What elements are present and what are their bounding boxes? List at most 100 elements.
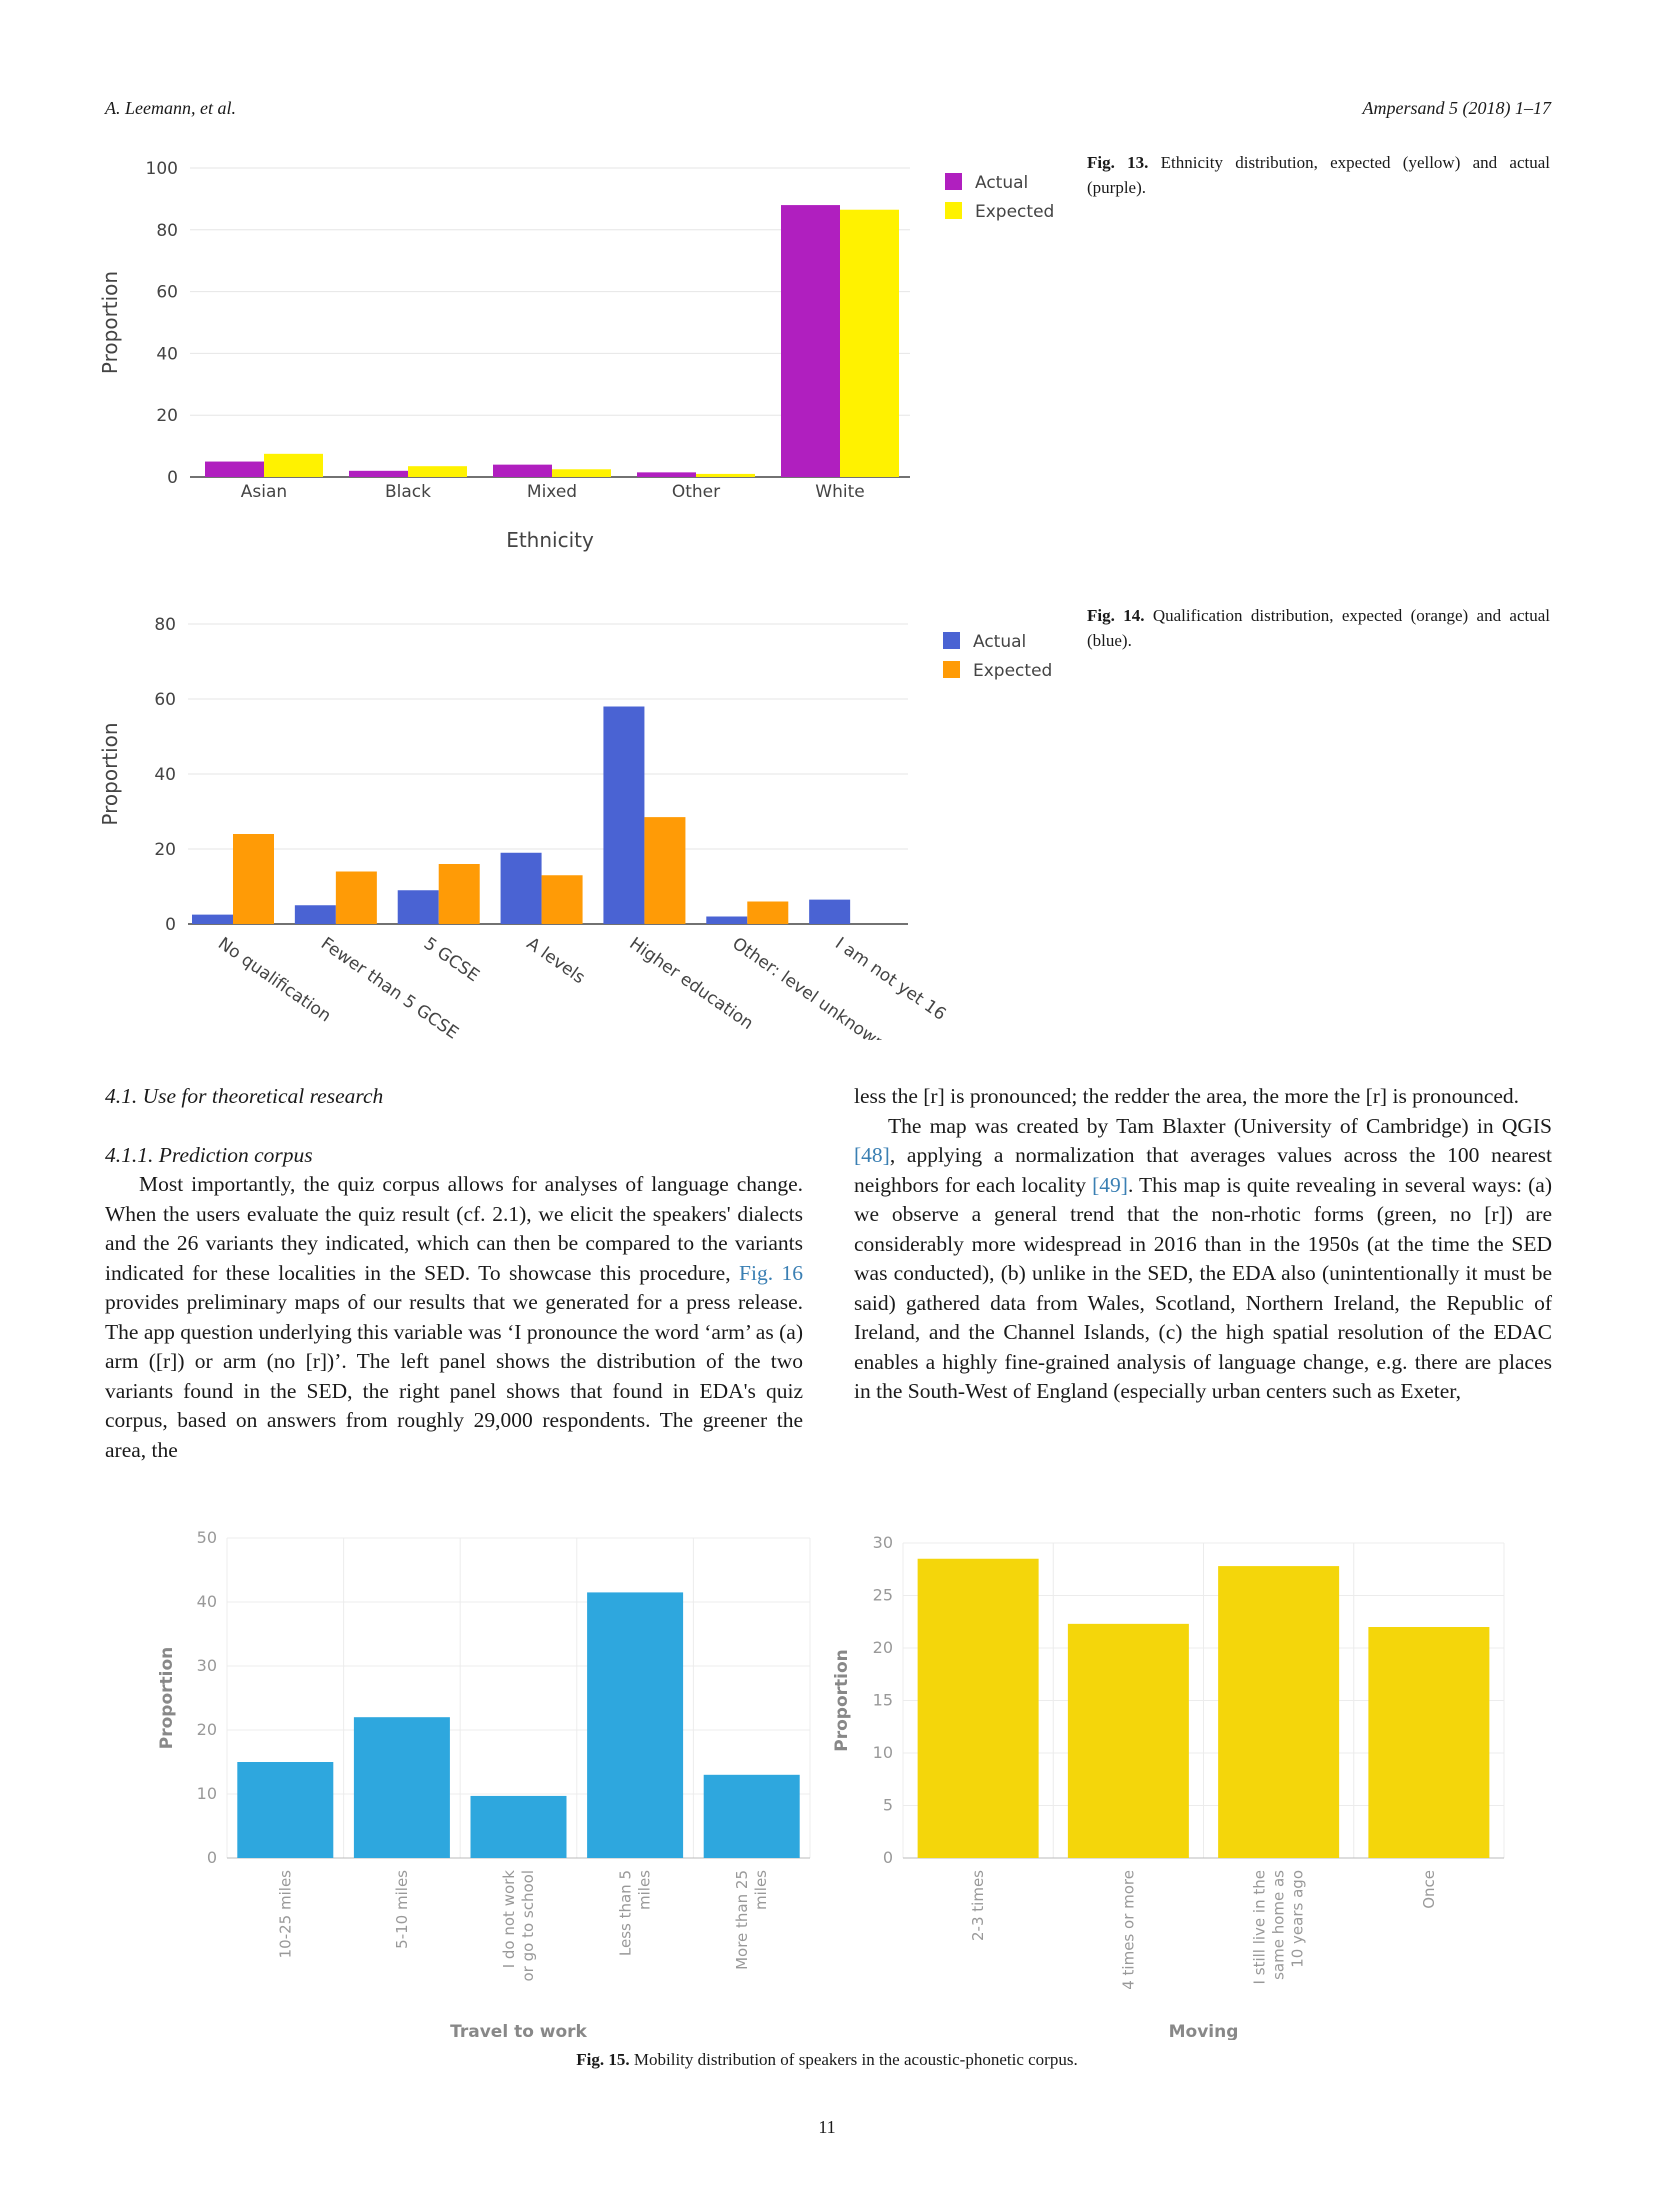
right-column: less the [r] is pronounced; the redder t…	[854, 1082, 1552, 1407]
legend-swatch-actual	[945, 173, 962, 190]
bar-actual-higher-education	[603, 706, 645, 924]
y-tick-label: 60	[154, 690, 176, 710]
bar-expected-asian	[264, 453, 323, 477]
x-tick-label: Other	[672, 482, 720, 502]
y-axis-label: Proportion	[832, 1649, 852, 1752]
x-tick-label: I do not workor go to school	[500, 1870, 537, 1982]
right-paragraph-2: The map was created by Tam Blaxter (Univ…	[854, 1113, 1552, 1404]
x-axis-label: Moving	[1169, 2022, 1239, 2040]
x-tick-label: 10-25 miles	[276, 1870, 294, 1959]
legend-label-actual: Actual	[975, 173, 1028, 193]
x-tick-label: I still live in thesame home as10 years …	[1251, 1870, 1307, 1985]
fig13-caption-text: Ethnicity distribution, expected (yellow…	[1087, 153, 1551, 197]
fig14-label: Fig. 14.	[1087, 606, 1145, 625]
y-tick-label: 25	[873, 1586, 893, 1605]
bar-expected-black	[408, 466, 467, 477]
legend-swatch-expected	[943, 661, 960, 678]
x-tick-label: No qualification	[214, 934, 334, 1027]
bar-4-times-or-more	[1067, 1623, 1189, 1858]
bar-actual-fewer-than-5-gcse	[294, 905, 336, 924]
legend-swatch-actual	[943, 632, 960, 649]
x-tick-label: More than 25miles	[733, 1870, 770, 1970]
x-tick-label: Mixed	[527, 482, 577, 502]
page-number: 11	[818, 2117, 836, 2137]
y-tick-label: 0	[167, 468, 178, 488]
fig13-caption: Fig. 13. Ethnicity distribution, expecte…	[1087, 150, 1550, 200]
x-axis-label: Travel to work	[450, 2022, 587, 2040]
bar-expected-mixed	[552, 469, 611, 477]
y-tick-label: 0	[883, 1848, 893, 1867]
bar-more-than-25-miles	[703, 1774, 800, 1858]
y-tick-label: 30	[873, 1533, 893, 1552]
subsection-heading: 4.1.1. Prediction corpus	[105, 1142, 313, 1167]
fig15-moving-chart: 0 5 10 15 20 25 30 2-3 times 4 times or more I st…	[832, 1533, 1505, 2040]
y-tick-label: 20	[156, 406, 178, 426]
left-paragraph: Most importantly, the quiz corpus allows…	[105, 1172, 804, 1462]
fig15-travel-chart: 0 10 20 30 40 50 10-25 miles 5-10 miles I do not…	[157, 1528, 811, 2040]
bar-expected-a-levels	[541, 875, 583, 924]
fig14-caption: Fig. 14. Qualification distribution, exp…	[1087, 603, 1550, 653]
y-tick-label: 0	[165, 915, 176, 935]
fig16-link[interactable]: Fig. 16	[739, 1260, 804, 1285]
y-tick-label: 40	[197, 1592, 217, 1611]
legend-label-expected: Expected	[973, 661, 1052, 681]
bar-expected-other-level-unknown	[747, 901, 789, 924]
legend-label-actual: Actual	[973, 632, 1026, 652]
x-tick-label: Less than 5miles	[617, 1870, 654, 1956]
bar-10-25-miles	[237, 1762, 334, 1858]
x-tick-label: 5-10 miles	[393, 1870, 411, 1949]
y-tick-label: 10	[873, 1743, 893, 1762]
bar-expected-higher-education	[644, 817, 686, 924]
x-tick-label: Asian	[241, 482, 287, 502]
bar-actual-other	[637, 472, 696, 477]
bar-expected-no-qualification	[233, 834, 274, 924]
fig15-caption-text: Mobility distribution of speakers in the…	[633, 2050, 1078, 2069]
bar-i-still-live-in-the-same-home-as-10-years-ago	[1218, 1566, 1340, 1858]
bar-actual-black	[349, 470, 408, 477]
x-axis-label: Ethnicity	[506, 528, 594, 552]
y-tick-label: 80	[156, 221, 178, 241]
y-tick-label: 40	[156, 344, 178, 364]
fig13-label: Fig. 13.	[1087, 153, 1149, 172]
y-axis-label: Proportion	[98, 722, 122, 825]
right-paragraph-1: less the [r] is pronounced; the redder t…	[854, 1084, 1520, 1108]
bar-actual-other-level-unknown	[706, 916, 748, 924]
bar-once	[1368, 1627, 1490, 1858]
section-heading: 4.1. Use for theoretical research	[105, 1084, 384, 1108]
fig13-chart: 0 20 40 60 80 100 Asian Black Mixed Other White Pro…	[98, 159, 1054, 552]
y-tick-label: 20	[873, 1638, 893, 1657]
bar-actual-a-levels	[500, 852, 542, 924]
bar-actual-no-qualification	[192, 914, 233, 924]
x-tick-label: Once	[1420, 1870, 1438, 1909]
y-tick-label: 40	[154, 765, 176, 785]
x-tick-label: 5 GCSE	[420, 934, 483, 986]
bar-2-3-times	[917, 1558, 1039, 1858]
bar-expected-5-gcse	[438, 864, 480, 924]
bar-5-10-miles	[353, 1717, 450, 1858]
running-header-authors: A. Leemann, et al.	[105, 98, 236, 118]
x-tick-label: 2-3 times	[969, 1870, 987, 1941]
y-tick-label: 0	[207, 1848, 217, 1867]
y-tick-label: 20	[197, 1720, 217, 1739]
y-tick-label: 10	[197, 1784, 217, 1803]
y-tick-label: 30	[197, 1656, 217, 1675]
bar-actual-asian	[205, 461, 264, 477]
x-tick-label: A levels	[523, 934, 589, 989]
bar-actual-5-gcse	[397, 890, 439, 924]
bar-expected-fewer-than-5-gcse	[335, 871, 377, 924]
y-tick-label: 15	[873, 1691, 893, 1710]
reference-49-link[interactable]: [49]	[1092, 1172, 1128, 1197]
y-tick-label: 100	[146, 159, 178, 179]
bar-actual-white	[781, 205, 840, 477]
legend-swatch-expected	[945, 202, 962, 219]
fig15-caption: Fig. 15. Mobility distribution of speake…	[0, 2047, 1654, 2072]
reference-48-link[interactable]: [48]	[854, 1143, 890, 1167]
y-tick-label: 5	[883, 1796, 893, 1815]
bar-expected-white	[840, 209, 899, 477]
y-axis-label: Proportion	[98, 271, 122, 374]
x-tick-label: Black	[385, 482, 431, 502]
y-tick-label: 20	[154, 840, 176, 860]
x-tick-label: White	[815, 482, 864, 502]
y-axis-label: Proportion	[157, 1647, 177, 1750]
